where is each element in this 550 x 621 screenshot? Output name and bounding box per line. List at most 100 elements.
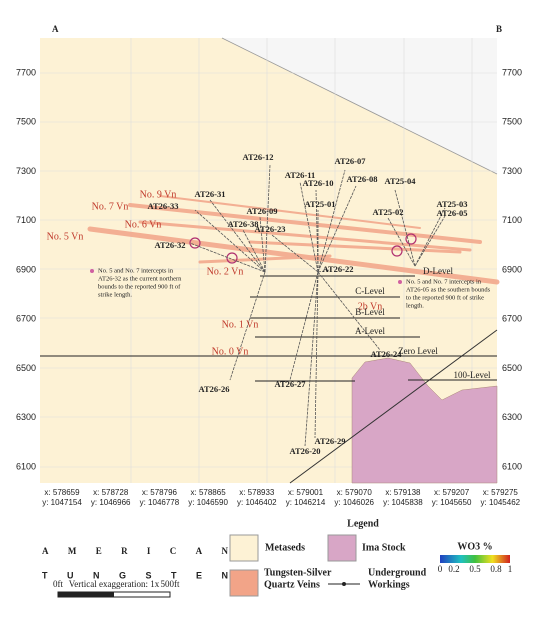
elevation-label: 7500	[502, 117, 522, 127]
drill-hole	[189, 242, 266, 273]
drill-hole-label: AT26-12	[242, 152, 273, 162]
vein-label: No. 0 Vn	[212, 346, 249, 357]
logo: AMERICAN	[42, 546, 229, 556]
elevation-label: 7700	[16, 67, 36, 77]
drill-hole-label: AT26-05	[436, 208, 467, 218]
drill-hole-label: AT26-32	[154, 240, 185, 250]
drill-hole-label: AT26-20	[289, 446, 320, 456]
vein-label: No. 6 Vn	[125, 219, 162, 230]
drill-hole-label: AT26-23	[254, 224, 285, 234]
legend-label: Tungsten-Silver	[264, 567, 332, 578]
coordinate-y: y: 1047154	[42, 498, 82, 507]
drill-hole	[194, 209, 266, 273]
level-label: B-Level	[355, 307, 385, 317]
vein-label: No. 5 Vn	[47, 231, 84, 242]
elevation-label: 6500	[16, 363, 36, 373]
coordinate-x: x: 578659	[44, 488, 80, 497]
veins	[87, 195, 500, 285]
intercept-markers	[189, 233, 417, 264]
coordinate-y: y: 1046214	[286, 498, 326, 507]
drill-hole-label: AT26-09	[246, 206, 277, 216]
legend-label: Underground	[368, 567, 427, 578]
coordinate-x: x: 579138	[385, 488, 421, 497]
drill-hole	[317, 269, 331, 273]
elevation-label: 6300	[16, 412, 36, 422]
drill-hole-label: AT26-38	[227, 219, 258, 229]
scale-label: 0ft	[53, 579, 63, 589]
colorbar-tick: 0.5	[469, 564, 481, 574]
colorbar-tick: 0.8	[490, 564, 502, 574]
level-label: Zero Level	[398, 346, 438, 356]
coordinate-y: y: 1046966	[91, 498, 131, 507]
drill-hole	[229, 271, 266, 381]
annotation: to the reported 900 ft of strike	[406, 294, 484, 301]
drill-hole	[209, 199, 266, 273]
drill-hole	[317, 185, 357, 273]
colorbar-title: WO3 %	[457, 541, 492, 552]
vein-label: No. 7 Vn	[92, 201, 129, 212]
elevation-label: 6500	[502, 363, 522, 373]
drill-hole	[394, 189, 416, 267]
vein-label: No. 9 Vn	[140, 189, 177, 200]
drill-hole	[271, 234, 319, 273]
elevation-label: 6700	[16, 314, 36, 324]
drill-hole	[299, 181, 319, 273]
scale-caption: Vertical exaggeration: 1x	[69, 579, 160, 589]
vein-label: No. 2 Vn	[207, 266, 244, 277]
annotation: length.	[406, 302, 424, 309]
drill-hole-label: AT25-04	[384, 176, 416, 186]
drill-hole-label: AT25-03	[436, 199, 467, 209]
legend-title: Legend	[347, 518, 379, 529]
annotation-marker	[398, 280, 402, 284]
vein-label: No. 1 Vn	[222, 319, 259, 330]
annotation: No. 5 and No. 7 intercepts in	[98, 267, 174, 274]
colorbar-tick: 1	[508, 564, 513, 574]
drill-hole-label: AT25-02	[372, 207, 403, 217]
level-label: C-Level	[355, 286, 385, 296]
coordinate-y: y: 1046590	[188, 498, 228, 507]
section-end: B	[496, 24, 502, 34]
coordinate-x: x: 579070	[337, 488, 373, 497]
drill-hole	[414, 207, 446, 267]
drill-hole	[304, 271, 319, 447]
scale-label: 500ft	[161, 579, 180, 589]
ima-stock	[351, 357, 498, 484]
drill-hole	[289, 271, 319, 381]
drill-hole-label: AT25-01	[304, 199, 335, 209]
annotation: No. 5 and No. 7 intercepts in	[406, 278, 482, 285]
legend-label: Ima Stock	[362, 542, 406, 553]
elevation-label: 6900	[502, 264, 522, 274]
coordinate-x: x: 578865	[191, 488, 227, 497]
coordinate-x: x: 579001	[288, 488, 324, 497]
coordinate-x: x: 579275	[483, 488, 519, 497]
level-label: 100-Level	[454, 370, 491, 380]
drill-hole-label: AT26-07	[334, 156, 366, 166]
coordinate-y: y: 1045462	[481, 498, 521, 507]
coordinate-y: y: 1045838	[383, 498, 423, 507]
drill-hole	[414, 215, 446, 267]
legend-swatch	[327, 534, 357, 562]
drill-hole-label: AT26-24	[370, 349, 402, 359]
coordinate-y: y: 1046026	[334, 498, 374, 507]
topography	[221, 37, 498, 175]
legend-swatch	[229, 569, 259, 597]
elevation-label: 6900	[16, 264, 36, 274]
elevation-label: 7100	[16, 215, 36, 225]
drill-hole-label: AT26-22	[322, 264, 353, 274]
drill-hole	[317, 271, 381, 351]
drill-hole	[314, 271, 319, 439]
elevation-label: 6700	[502, 314, 522, 324]
scale-bar	[58, 592, 114, 597]
elevation-label: 7700	[502, 67, 522, 77]
drill-hole	[259, 216, 266, 273]
coordinate-x: x: 578933	[239, 488, 275, 497]
annotation: bounds to the reported 900 ft of	[98, 283, 181, 290]
drill-hole-label: AT26-31	[194, 189, 225, 199]
drill-hole-label: AT26-29	[314, 436, 345, 446]
elevation-label: 6100	[16, 461, 36, 471]
level-label: A-Level	[355, 326, 385, 336]
coordinate-y: y: 1046778	[140, 498, 180, 507]
level-label: D-Level	[423, 266, 453, 276]
drill-hole-label: AT26-11	[285, 170, 316, 180]
